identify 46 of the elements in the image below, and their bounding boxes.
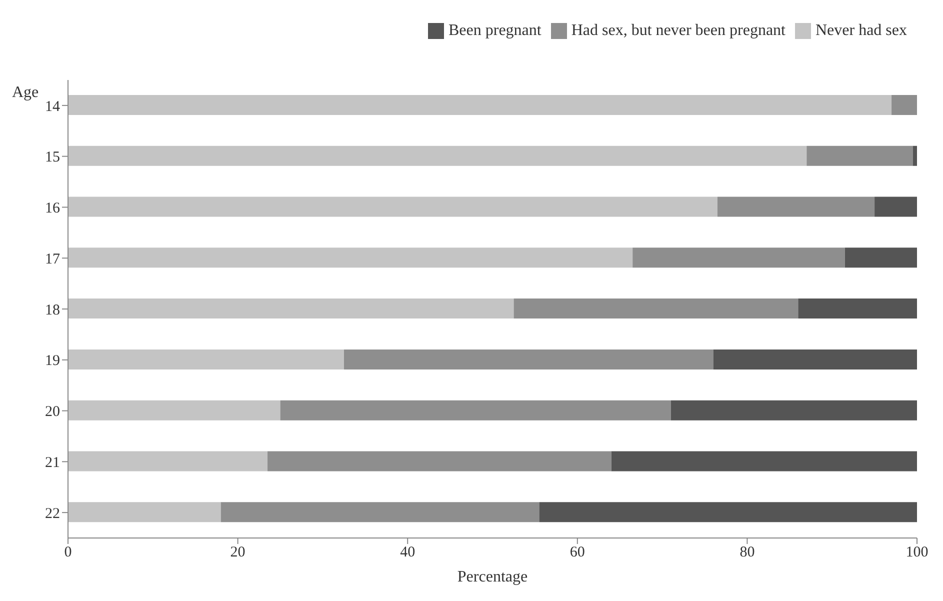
bar [717,196,875,217]
x-tick-label: 100 [906,544,928,561]
bar [892,95,917,115]
y-tick-label: 22 [45,506,60,522]
bar [713,349,917,370]
x-tick-label: 80 [740,544,755,561]
bar [68,298,514,319]
bar [280,400,671,420]
x-tick-label: 20 [230,544,246,561]
bar [670,400,917,420]
bar [268,451,612,472]
x-tick-label: 60 [570,544,585,561]
bar [806,146,913,166]
bar [68,451,268,472]
y-axis-title: Age [12,84,39,102]
bar [611,451,917,472]
x-tick-label: 0 [64,544,72,561]
y-tick-label: 19 [45,353,60,370]
bar [68,196,718,217]
bar [514,298,798,319]
bar [68,146,807,166]
legend-label: Had sex, but never been pregnant [571,22,786,39]
y-tick-label: 16 [45,200,60,217]
y-tick-label: 20 [45,404,60,420]
x-axis-title: Percentage [457,568,528,586]
bar [68,502,221,522]
x-tick-label: 40 [400,544,416,561]
bar [844,248,917,268]
legend-label: Never had sex [815,22,907,39]
y-tick-label: 21 [45,454,60,471]
bar [912,146,917,166]
bar [68,95,892,115]
bar [344,349,714,370]
legend-label: Been pregnant [448,22,542,39]
y-tick-label: 15 [45,150,60,166]
y-tick-label: 18 [45,302,60,318]
bar [68,349,344,370]
bar [220,502,540,522]
y-tick-label: 17 [45,251,60,268]
bar [798,298,917,319]
bar [68,400,280,420]
bar [874,196,917,217]
bar [68,248,633,268]
y-tick-label: 14 [45,98,60,115]
bar [539,502,917,522]
bar [632,248,845,268]
